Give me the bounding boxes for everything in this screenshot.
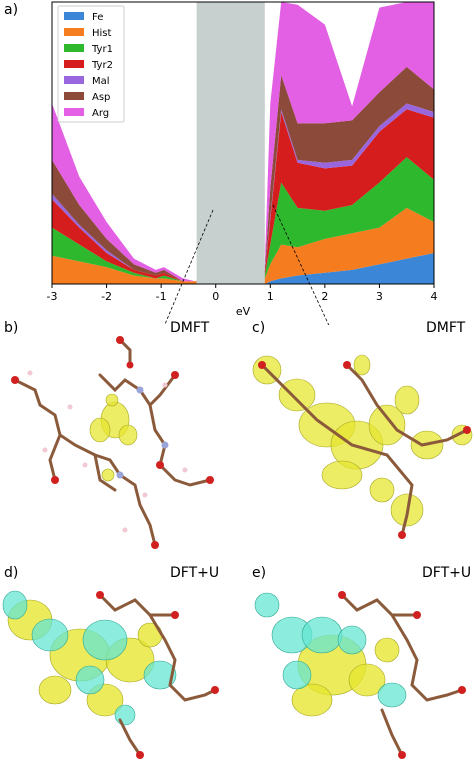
x-tick-label: 0	[212, 290, 219, 303]
legend-label-hist: Hist	[92, 28, 112, 39]
molecule-atoms-oxygen	[96, 591, 219, 759]
x-axis-ticks: -3 -2 -1 0 1 2 3 4	[47, 284, 438, 303]
legend-label-arg: Arg	[92, 108, 109, 119]
legend-swatch-hist	[64, 28, 84, 36]
panel-c-method: DMFT	[426, 320, 466, 336]
x-tick-label: 1	[267, 290, 274, 303]
panel-e-method: DFT+U	[422, 565, 472, 581]
legend-label-tyr2: Tyr2	[91, 60, 113, 71]
molecule-bonds	[98, 593, 217, 757]
dftu-density-isosurface-negative	[2, 590, 177, 726]
density-of-states-chart: -3 -2 -1 0 1 2 3 4 Fe Hist Tyr1 Tyr2 Mal Asp Arg eV	[47, 1, 438, 325]
panel-d-method: DFT+U	[170, 565, 220, 581]
molecule-atoms-oxygen	[11, 336, 214, 549]
legend-swatch-tyr1	[64, 44, 84, 52]
chart-legend: Fe Hist Tyr1 Tyr2 Mal Asp Arg	[57, 5, 125, 123]
area-asp	[52, 66, 434, 282]
molecule-dmft-image	[252, 354, 473, 539]
leader-line-c	[272, 204, 330, 325]
molecule-atoms-nitrogen	[116, 386, 169, 479]
legend-label-tyr1: Tyr1	[91, 44, 113, 55]
legend-swatch-mal	[64, 76, 84, 84]
molecule-atoms-hydrogen	[27, 370, 188, 533]
molecule-dftu-image	[2, 590, 219, 759]
x-tick-label: -3	[47, 290, 58, 303]
molecule-bonds	[13, 338, 212, 547]
area-tyr2	[52, 109, 434, 282]
panel-d-label: d)	[4, 565, 19, 581]
dmft-density-isosurface	[89, 393, 138, 482]
panel-a-label: a)	[4, 2, 19, 18]
legend-label-mal: Mal	[92, 76, 110, 87]
area-arg	[52, 2, 434, 282]
molecule-bonds	[260, 363, 469, 537]
panel-b-label: b)	[4, 320, 19, 336]
molecule-atoms-oxygen	[258, 361, 471, 539]
area-hist	[52, 207, 434, 284]
molecule-bonds	[340, 593, 464, 757]
legend-swatch-tyr2	[64, 60, 84, 68]
legend-label-fe: Fe	[92, 12, 103, 23]
panel-b-method: DMFT	[170, 320, 210, 336]
legend-label-asp: Asp	[92, 92, 110, 103]
x-axis-label: eV	[236, 305, 251, 318]
panel-e-label: e)	[252, 565, 267, 581]
legend-swatch-fe	[64, 12, 84, 20]
x-tick-label: -1	[156, 290, 167, 303]
molecule-dftu-image	[254, 591, 466, 759]
dftu-density-isosurface-positive	[7, 599, 163, 717]
gap-region	[196, 2, 265, 284]
x-tick-label: 2	[321, 290, 328, 303]
legend-swatch-asp	[64, 92, 84, 100]
stacked-areas	[52, 2, 434, 284]
plot-frame	[51, 1, 435, 285]
area-tyr1	[52, 157, 434, 282]
x-tick-label: -2	[101, 290, 112, 303]
x-tick-label: 4	[431, 290, 438, 303]
molecule-atoms-oxygen	[338, 591, 466, 759]
panel-c-label: c)	[252, 320, 266, 336]
dftu-density-isosurface-negative	[254, 592, 407, 708]
molecule-dmft-image	[11, 336, 214, 549]
x-tick-label: 3	[376, 290, 383, 303]
area-fe	[52, 253, 434, 284]
legend-swatch-arg	[64, 108, 84, 116]
